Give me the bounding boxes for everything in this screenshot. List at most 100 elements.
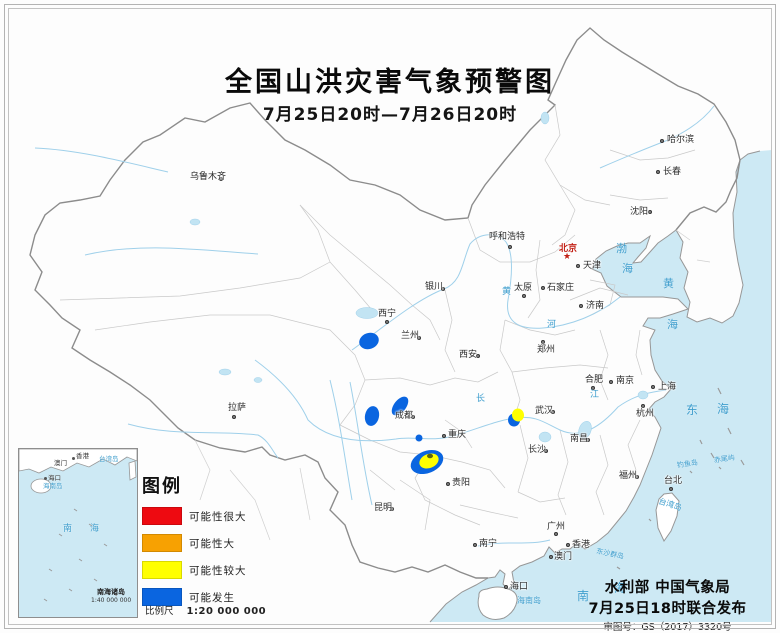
warning-area-yellow: [511, 408, 525, 422]
city-marker: [576, 264, 580, 268]
city-label: 天津: [583, 261, 602, 271]
inset-label-hongkong: 香港: [76, 452, 89, 460]
city-label: 福州: [619, 471, 638, 481]
city-label: 海口: [510, 582, 529, 592]
city-label: 南京: [616, 376, 635, 386]
city-label: 长沙: [528, 445, 547, 455]
warning-area-yellow: [419, 453, 439, 469]
small-islands: [616, 387, 745, 570]
city-label: 西宁: [378, 309, 397, 319]
city-marker: [591, 386, 595, 390]
map-approval-number: 审图号：GS（2017）3320号: [603, 622, 732, 633]
water-label: 海: [667, 318, 678, 331]
water-label: 台湾岛: [657, 496, 683, 513]
city-marker: [549, 555, 553, 559]
city-label: 兰州: [401, 331, 420, 341]
city-marker: [476, 354, 480, 358]
city-marker: [609, 380, 613, 384]
city-label: 沈阳: [630, 207, 649, 217]
legend-label: 可能性大: [189, 537, 235, 550]
inset-sea-char1: 南: [63, 524, 73, 534]
city-label: 西安: [459, 350, 478, 360]
city-marker: [579, 304, 583, 308]
city-marker: [417, 336, 421, 340]
coastline: [429, 150, 761, 623]
city-label: 石家庄: [547, 283, 575, 293]
city-label: 北京: [559, 244, 578, 254]
city-label: 成都: [395, 411, 414, 421]
legend-label: 可能性很大: [189, 510, 247, 523]
legend-row: 可能发生: [142, 588, 247, 606]
city-marker: [446, 482, 450, 486]
legend-swatch: [142, 561, 182, 579]
city-label: 澳门: [554, 552, 573, 562]
city-marker: [586, 438, 590, 442]
city-marker: [635, 475, 639, 479]
warning-area-blue: [364, 406, 380, 426]
city-marker: [508, 245, 512, 249]
legend-swatch: [142, 507, 182, 525]
city-label: 贵阳: [452, 478, 471, 488]
publisher-line2: 7月25日18时联合发布: [588, 601, 747, 617]
city-marker: [411, 415, 415, 419]
city-marker: [504, 585, 508, 589]
city-label: 太原: [514, 283, 533, 293]
city-label: 乌鲁木齐: [190, 172, 227, 182]
city-marker: [669, 487, 673, 491]
legend-swatch: [142, 534, 182, 552]
water-label: 海南岛: [517, 596, 541, 605]
city-marker: [390, 507, 394, 511]
water-label: 东沙群岛: [595, 547, 625, 561]
city-label: 香港: [572, 540, 591, 550]
legend-swatch: [142, 588, 182, 606]
inset-name: 南海诸岛: [97, 588, 125, 596]
city-label: 哈尔滨: [667, 135, 695, 145]
water-label: 江: [590, 390, 600, 400]
city-label: 台北: [664, 476, 683, 486]
foreign-boundaries: [194, 229, 711, 541]
city-label: 郑州: [537, 345, 556, 355]
city-marker: [566, 543, 570, 547]
national-boundary: [29, 27, 741, 579]
scale-label: 比例尺: [145, 606, 174, 617]
city-marker: [544, 449, 548, 453]
scale-value: 1:20 000 000: [186, 606, 267, 617]
city-marker: [648, 210, 652, 214]
inset-sea-char2: 海: [90, 524, 100, 534]
city-marker: [442, 434, 446, 438]
legend: 图例 可能性很大 可能性大 可能性较大 可能发生: [142, 472, 247, 615]
city-marker: ★: [563, 252, 572, 262]
water-label: 长: [476, 394, 486, 404]
water-label: 海: [622, 262, 633, 275]
warning-areas-layer: [359, 332, 525, 475]
city-marker: [651, 385, 655, 389]
legend-label: 可能发生: [189, 591, 235, 604]
rivers: [34, 105, 715, 547]
city-marker: [522, 294, 526, 298]
inset-canvas: [18, 448, 138, 602]
city-label: 南昌: [570, 434, 589, 444]
water-label: 海: [614, 581, 627, 595]
inset-label-macau: 澳门: [54, 459, 67, 467]
city-marker: [219, 177, 223, 181]
city-label: 济南: [586, 301, 605, 311]
city-label: 银川: [425, 282, 444, 292]
water-label: 南: [577, 589, 590, 603]
water-label: 渤: [616, 242, 627, 255]
taiwan-island: [655, 492, 680, 542]
city-marker: [385, 320, 389, 324]
legend-title: 图例: [142, 476, 182, 497]
city-marker: [554, 532, 558, 536]
city-label: 长春: [663, 167, 682, 177]
publisher-line1: 水利部 中国气象局: [604, 580, 731, 596]
water-label: 黄: [663, 277, 674, 290]
city-label: 广州: [547, 522, 566, 532]
province-boundaries: [59, 104, 696, 531]
city-marker: [541, 286, 545, 290]
city-marker: [473, 543, 477, 547]
water-label: 赤尾屿: [713, 453, 736, 465]
publisher-block: 水利部 中国气象局 7月25日18时联合发布 审图号：GS（2017）3320号: [575, 576, 760, 633]
legend-rows: 可能性很大 可能性大 可能性较大 可能发生: [142, 507, 247, 606]
